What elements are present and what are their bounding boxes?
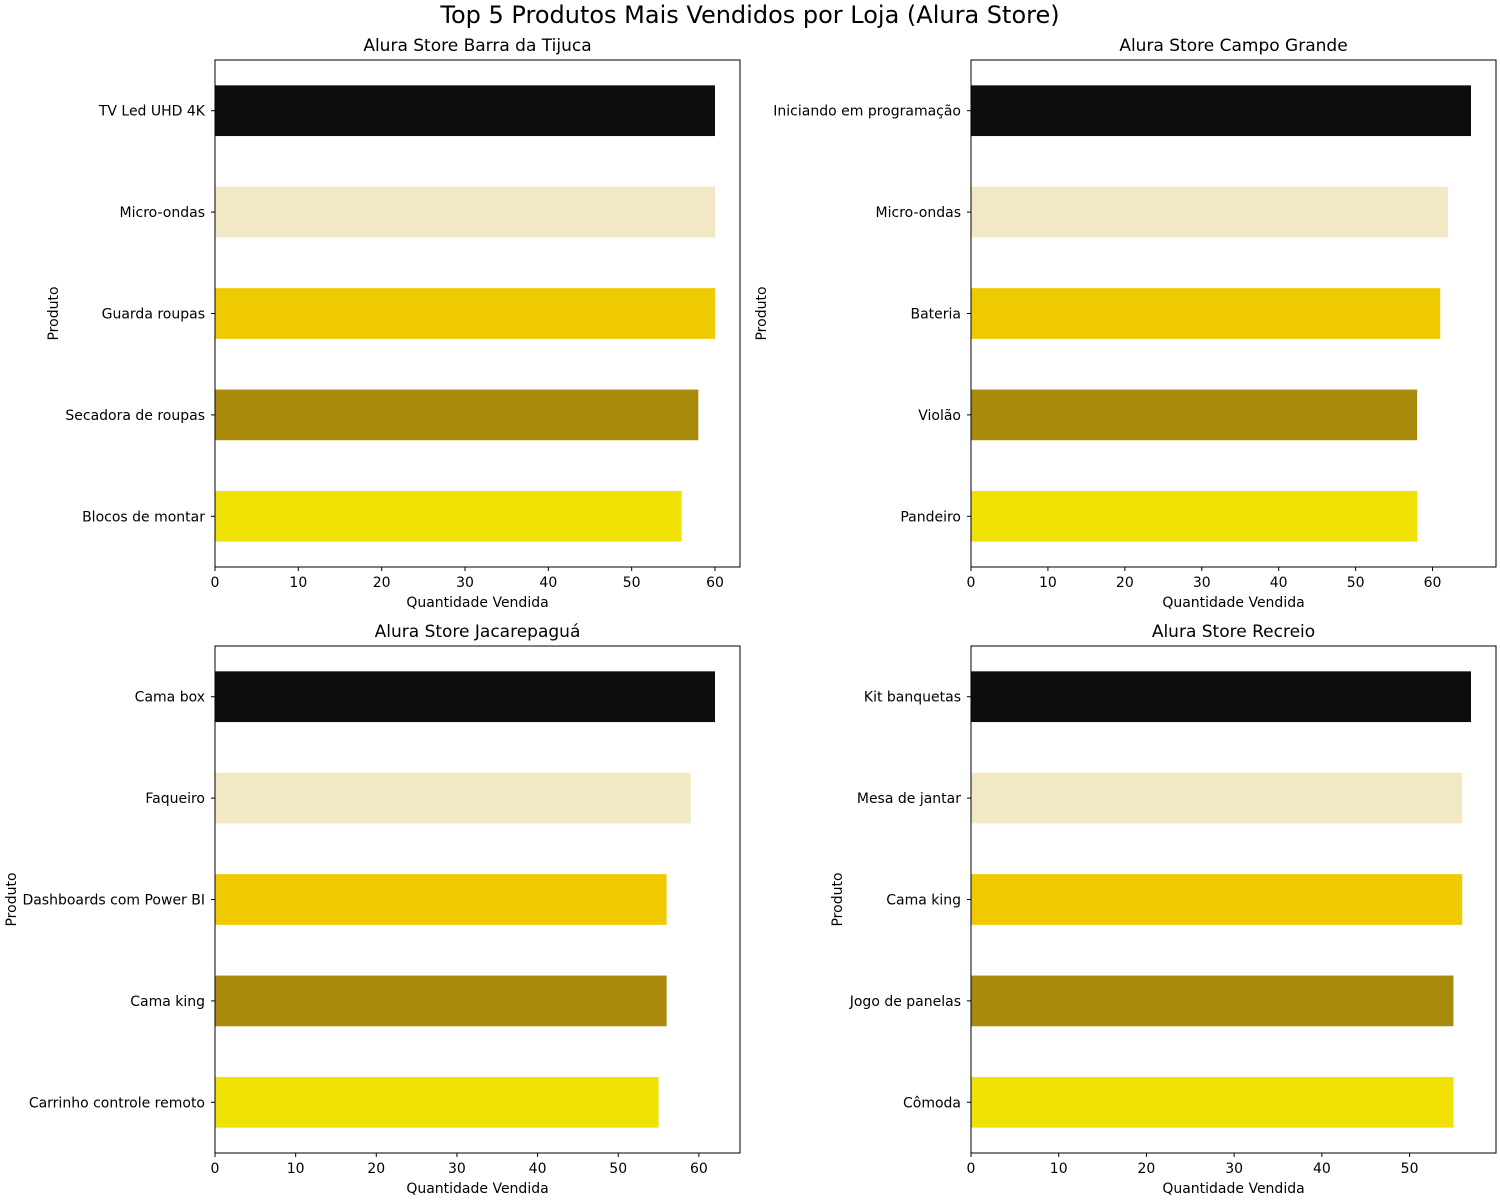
subplot-title: Alura Store Barra da Tijuca (363, 36, 591, 56)
x-tick-label: 60 (706, 575, 724, 591)
bar (215, 772, 691, 824)
x-tick-label: 60 (690, 1161, 708, 1177)
subplot-title: Alura Store Campo Grande (1119, 36, 1347, 56)
bar (971, 1076, 1454, 1128)
y-tick-label: Dashboards com Power BI (22, 893, 205, 909)
y-tick-label: Violão (918, 408, 961, 424)
x-tick-label: 30 (1193, 575, 1211, 591)
chart-panel-4: Kit banquetas Mesa de jantar Cama king Jogo… (830, 622, 1497, 1197)
y-axis-label: Produto (830, 872, 846, 926)
y-tick-label: Pandeiro (900, 509, 961, 525)
y-axis-label: Produto (46, 286, 62, 340)
y-axis-label: Produto (4, 872, 20, 926)
y-tick-label: Blocos de montar (82, 509, 205, 525)
plot-frame (970, 645, 1497, 1154)
plot-frame (214, 59, 741, 568)
y-tick-label: Cama box (135, 690, 205, 706)
y-tick-label: Micro-ondas (876, 205, 961, 221)
y-tick-label: Secadora de roupas (65, 408, 205, 424)
x-tick-label: 0 (967, 1161, 976, 1177)
x-tick-label: 50 (623, 575, 641, 591)
x-axis-label: Quantidade Vendida (1162, 595, 1304, 611)
x-tick-label: 50 (1401, 1161, 1419, 1177)
x-tick-label: 10 (1050, 1161, 1068, 1177)
bar (971, 874, 1463, 925)
x-tick-label: 10 (287, 1161, 305, 1177)
x-tick-label: 60 (1424, 575, 1442, 591)
x-tick-label: 20 (1116, 575, 1134, 591)
bar (971, 85, 1471, 137)
bar (971, 671, 1471, 723)
bar (971, 389, 1418, 441)
bar (971, 186, 1448, 238)
y-tick-label: Faqueiro (145, 791, 205, 807)
x-tick-label: 30 (456, 575, 474, 591)
bar (971, 490, 1418, 542)
y-tick-label: TV Led UHD 4K (98, 104, 206, 120)
x-tick-label: 20 (373, 575, 391, 591)
bar (215, 1076, 659, 1128)
y-tick-label: Bateria (910, 307, 961, 323)
chart-panel-2: Iniciando em programação Micro-ondas Bater… (754, 36, 1497, 611)
bar (215, 874, 667, 925)
x-tick-label: 40 (529, 1161, 547, 1177)
plot-frame (214, 645, 741, 1154)
bar (971, 288, 1441, 339)
x-axis-label: Quantidade Vendida (406, 1181, 548, 1197)
y-tick-label: Cômoda (903, 1095, 961, 1111)
subplot-title: Alura Store Jacarepaguá (375, 622, 581, 642)
x-tick-label: 0 (211, 1161, 220, 1177)
x-axis-label: Quantidade Vendida (406, 595, 548, 611)
bar (971, 975, 1454, 1027)
x-tick-label: 50 (609, 1161, 627, 1177)
y-tick-label: Cama king (130, 994, 205, 1010)
x-tick-label: 0 (211, 575, 220, 591)
x-tick-label: 50 (1347, 575, 1365, 591)
x-tick-label: 10 (289, 575, 307, 591)
y-tick-label: Micro-ondas (120, 205, 205, 221)
y-tick-label: Carrinho controle remoto (29, 1095, 205, 1111)
bar (215, 490, 682, 542)
figure-title: Top 5 Produtos Mais Vendidos por Loja (A… (439, 1, 1059, 29)
y-axis-label: Produto (754, 286, 770, 340)
y-tick-label: Cama king (886, 893, 961, 909)
bar (215, 671, 715, 723)
chart-panel-1: TV Led UHD 4K Micro-ondas Guarda roupas Sec… (46, 36, 741, 611)
y-tick-label: Mesa de jantar (857, 791, 961, 807)
bar (215, 975, 667, 1027)
bar (215, 85, 715, 137)
x-tick-label: 30 (448, 1161, 466, 1177)
x-axis-label: Quantidade Vendida (1162, 1181, 1304, 1197)
x-tick-label: 30 (1225, 1161, 1243, 1177)
bar (215, 288, 715, 339)
x-tick-label: 0 (967, 575, 976, 591)
y-tick-label: Kit banquetas (864, 690, 961, 706)
y-tick-label: Guarda roupas (102, 307, 205, 323)
chart-panel-3: Cama box Faqueiro Dashboards com Power BI C… (4, 622, 741, 1197)
x-tick-label: 20 (367, 1161, 385, 1177)
x-tick-label: 40 (1270, 575, 1288, 591)
bar (215, 389, 699, 441)
subplot-title: Alura Store Recreio (1152, 622, 1315, 642)
y-tick-label: Jogo de panelas (849, 994, 961, 1010)
x-tick-label: 40 (1313, 1161, 1331, 1177)
x-tick-label: 20 (1138, 1161, 1156, 1177)
x-tick-label: 10 (1039, 575, 1057, 591)
bar (215, 186, 715, 238)
x-tick-label: 40 (539, 575, 557, 591)
bar (971, 772, 1463, 824)
plot-frame (970, 59, 1497, 568)
y-tick-label: Iniciando em programação (773, 104, 961, 120)
